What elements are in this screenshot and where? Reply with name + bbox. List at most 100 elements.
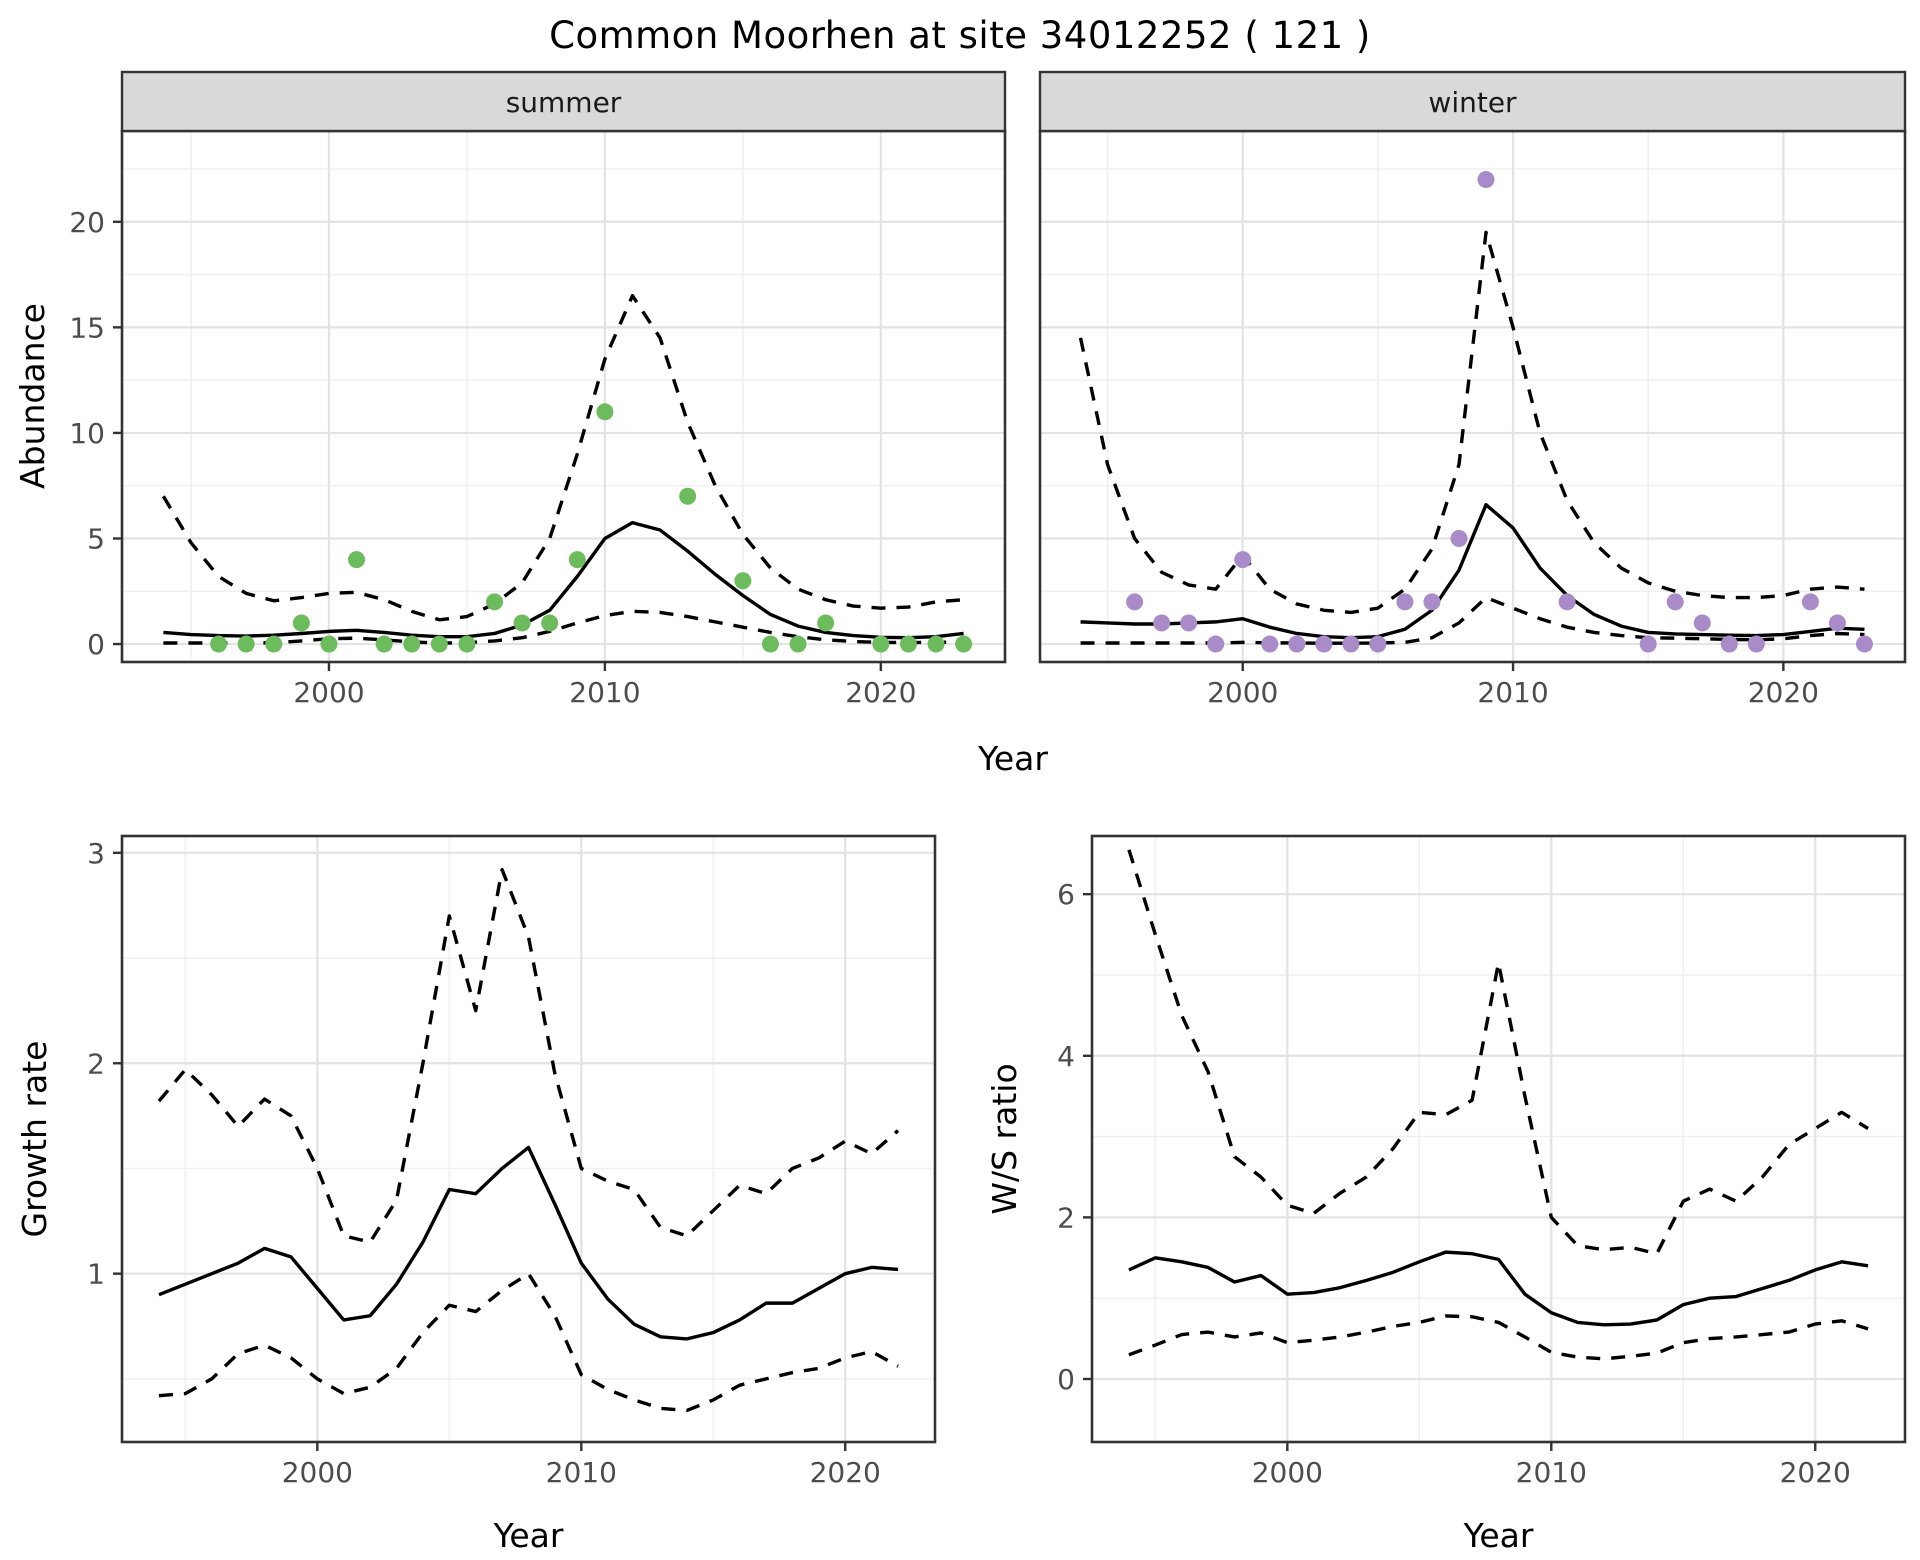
abundance_summer-observed-point	[789, 635, 807, 653]
abundance_winter-upper_ci-line	[1078, 230, 1865, 615]
abundance_summer-lower_ci-line	[163, 609, 964, 645]
abundance_winter-observed-point	[1801, 593, 1819, 611]
abundance_summer-observed-point	[292, 614, 310, 632]
ws_ratio-ylabel: W/S ratio	[985, 1063, 1024, 1214]
x-tick-label: 2010	[546, 1456, 617, 1489]
abundance_winter-observed-point	[1369, 635, 1387, 653]
top-row-xlabel: Year	[977, 739, 1048, 778]
abundance_summer-observed-point	[872, 635, 890, 653]
abundance_summer-observed-point	[679, 487, 697, 505]
abundance_summer-observed-point	[265, 635, 283, 653]
abundance_winter-observed-point	[1423, 593, 1441, 611]
abundance_summer-observed-point	[927, 635, 945, 653]
abundance_summer-upper_ci-line	[161, 293, 964, 622]
facet-strip-winter	[1038, 70, 1907, 133]
y-tick-label: 4	[1057, 1040, 1075, 1073]
abundance_summer-observed-point	[899, 635, 917, 653]
abundance_summer-observed-point	[486, 593, 504, 611]
abundance_summer-observed-point	[210, 635, 228, 653]
abundance_winter-observed-point	[1207, 635, 1225, 653]
x-tick-label: 2020	[810, 1456, 881, 1489]
growth_rate-border	[120, 834, 937, 1444]
abundance_summer-observed-point	[320, 635, 338, 653]
abundance_winter-observed-point	[1288, 635, 1306, 653]
abundance_winter-observed-point	[1315, 635, 1333, 653]
y-tick-label: 3	[87, 837, 105, 870]
abundance_winter-observed-point	[1477, 171, 1495, 189]
abundance_summer-observed-point	[734, 572, 752, 590]
abundance_summer-panel	[113, 70, 1007, 671]
growth_rate-upper_ci-line	[157, 867, 900, 1244]
x-tick-label: 2020	[1780, 1456, 1851, 1489]
facet-strip-label: summer	[506, 86, 622, 119]
abundance_winter-observed-point	[1720, 635, 1738, 653]
x-tick-label: 2010	[1477, 676, 1548, 709]
x-tick-label: 2020	[1748, 676, 1819, 709]
abundance_summer-observed-point	[761, 635, 779, 653]
abundance_winter-observed-point	[1450, 529, 1468, 547]
facet-strip-summer	[120, 70, 1007, 133]
abundance_winter-observed-point	[1153, 614, 1171, 632]
abundance_summer-observed-point	[375, 635, 393, 653]
x-tick-label: 2000	[1207, 676, 1278, 709]
abundance_winter-observed-point	[1126, 593, 1144, 611]
ws_ratio-fit-line	[1128, 1250, 1869, 1327]
ws_ratio-xlabel: Year	[1463, 1516, 1534, 1555]
y-tick-label: 10	[69, 417, 105, 450]
y-tick-label: 20	[69, 206, 105, 239]
abundance_winter-observed-point	[1666, 593, 1684, 611]
ws_ratio-upper_ci-line	[1127, 849, 1869, 1256]
abundance_summer-observed-point	[513, 614, 531, 632]
abundance_summer-observed-point	[596, 403, 614, 421]
y-tick-label: 2	[1057, 1201, 1075, 1234]
abundance-ylabel: Abundance	[13, 303, 52, 489]
abundance_winter-observed-point	[1558, 593, 1576, 611]
x-tick-label: 2000	[293, 676, 364, 709]
abundance_summer-observed-point	[348, 551, 366, 569]
abundance_winter-observed-point	[1234, 551, 1252, 569]
abundance_summer-observed-point	[568, 551, 586, 569]
y-tick-label: 2	[87, 1047, 105, 1080]
growth_rate-panel	[113, 834, 937, 1451]
y-tick-label: 6	[1057, 878, 1075, 911]
abundance_summer-fit-line	[163, 520, 964, 640]
ws_ratio-panel	[1083, 834, 1907, 1451]
growth_rate-ylabel: Growth rate	[15, 1041, 54, 1238]
growth_rate-fit-line	[158, 1145, 899, 1341]
abundance_summer-observed-point	[403, 635, 421, 653]
x-tick-label: 2010	[569, 676, 640, 709]
abundance_winter-observed-point	[1261, 635, 1279, 653]
ws_ratio-lower_ci-line	[1128, 1314, 1869, 1361]
abundance_winter-observed-point	[1342, 635, 1360, 653]
y-tick-label: 5	[87, 522, 105, 555]
y-tick-label: 0	[1057, 1363, 1075, 1396]
x-tick-label: 2000	[282, 1456, 353, 1489]
y-tick-label: 0	[87, 628, 105, 661]
abundance_winter-observed-point	[1180, 614, 1198, 632]
abundance_summer-observed-point	[955, 635, 973, 653]
abundance_winter-observed-point	[1396, 593, 1414, 611]
abundance_winter-observed-point	[1855, 635, 1873, 653]
ws_ratio-border	[1090, 834, 1907, 1444]
chart-title: Common Moorhen at site 34012252 ( 121 )	[549, 14, 1371, 57]
abundance_winter-observed-point	[1693, 614, 1711, 632]
abundance_summer-observed-point	[541, 614, 559, 632]
abundance_winter-observed-point	[1639, 635, 1657, 653]
facet-strip-label: winter	[1428, 86, 1517, 119]
abundance_summer-observed-point	[237, 635, 255, 653]
growth_rate-xlabel: Year	[493, 1516, 564, 1555]
y-tick-label: 1	[87, 1258, 105, 1291]
abundance_winter-fit-line	[1080, 503, 1865, 640]
abundance_winter-panel	[1038, 70, 1907, 671]
y-tick-label: 15	[69, 311, 105, 344]
x-tick-label: 2000	[1252, 1456, 1323, 1489]
abundance_summer-observed-point	[430, 635, 448, 653]
x-tick-label: 2020	[845, 676, 916, 709]
abundance_summer-observed-point	[817, 614, 835, 632]
x-tick-label: 2010	[1516, 1456, 1587, 1489]
abundance_summer-observed-point	[458, 635, 476, 653]
abundance_winter-observed-point	[1747, 635, 1765, 653]
abundance_winter-observed-point	[1828, 614, 1846, 632]
